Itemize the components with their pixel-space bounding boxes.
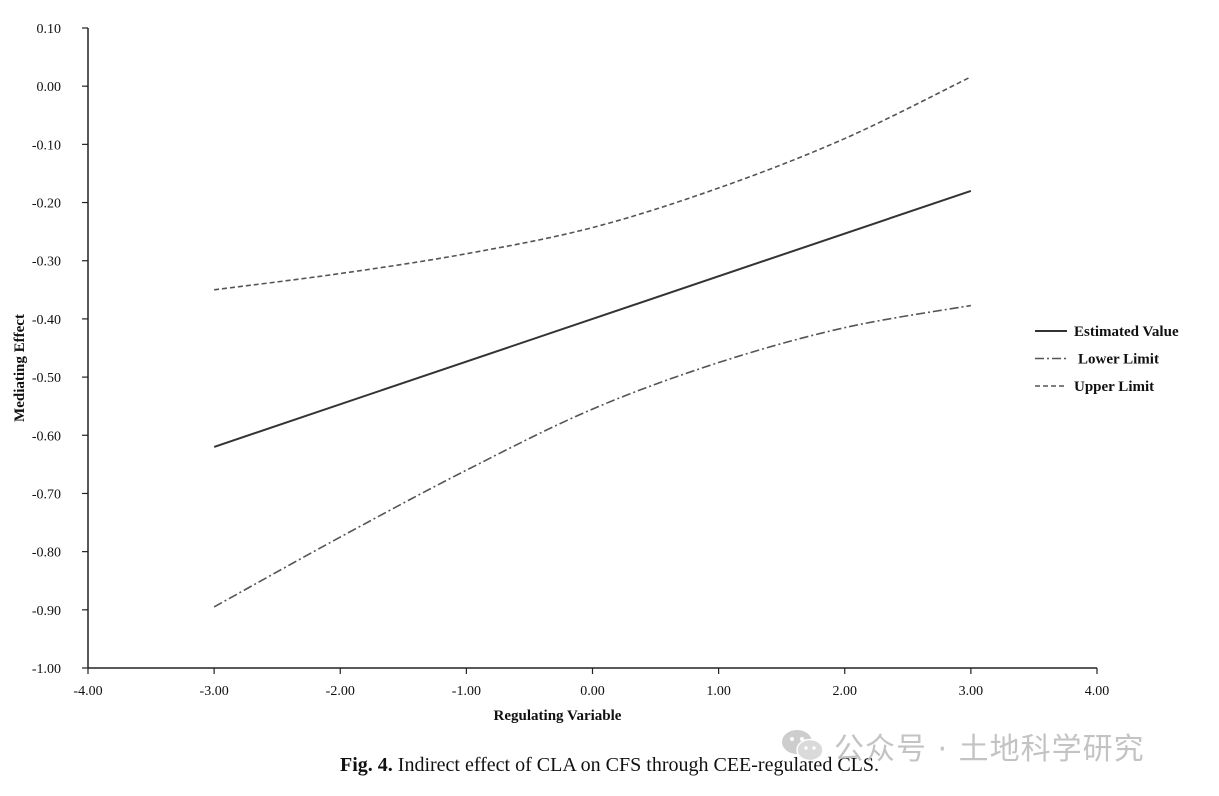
y-tick-label: -0.70	[32, 487, 61, 502]
y-tick-label: -1.00	[32, 662, 61, 677]
figure-caption: Fig. 4. Indirect effect of CLA on CFS th…	[0, 754, 1219, 777]
watermark-text: 公众号 · 土地科学研究	[834, 732, 1145, 767]
series-layer	[213, 76, 972, 608]
series-line-upper-limit	[214, 76, 972, 291]
x-tick-label: 1.00	[706, 684, 731, 699]
legend: Estimated Value Lower Limit Upper Limit	[1035, 324, 1179, 395]
watermark: 公众号 · 土地科学研究	[780, 724, 1145, 768]
x-tick-label: -3.00	[200, 684, 229, 699]
y-tick-label: 0.10	[37, 22, 62, 37]
x-tick-label: 0.00	[580, 684, 605, 699]
series-line-lower-limit	[213, 304, 972, 608]
y-tick-label: -0.90	[32, 604, 61, 619]
x-tick-label: 3.00	[959, 684, 984, 699]
series-line-estimated-value	[213, 189, 972, 448]
y-tick-label: -0.40	[32, 313, 61, 328]
y-tick-label: -0.60	[32, 429, 61, 444]
legend-label: Estimated Value	[1074, 324, 1179, 340]
caption-label: Fig. 4.	[340, 754, 393, 776]
y-tick-label: -0.80	[32, 546, 61, 561]
y-tick-label: -0.10	[32, 138, 61, 153]
x-tick-label: -1.00	[452, 684, 481, 699]
y-tick-label: 0.00	[37, 80, 62, 95]
y-axis-title: Mediating Effect	[12, 314, 28, 422]
y-tick-label: -0.30	[32, 255, 61, 270]
y-tick-label: -0.50	[32, 371, 61, 386]
legend-label: Upper Limit	[1074, 379, 1154, 395]
axes: 0.10 0.00 -0.10 -0.20 -0.30 -0.40 -0.50 -0.60 -0…	[32, 22, 1109, 699]
legend-label: Lower Limit	[1078, 352, 1159, 368]
y-tick-label: -0.20	[32, 197, 61, 212]
x-tick-label: 4.00	[1085, 684, 1110, 699]
caption-text: Indirect effect of CLA on CFS through CE…	[397, 754, 879, 776]
x-tick-label: -4.00	[73, 684, 102, 699]
x-tick-label: -2.00	[326, 684, 355, 699]
wechat-icon	[782, 730, 824, 762]
x-tick-label: 2.00	[833, 684, 858, 699]
x-axis-title: Regulating Variable	[494, 708, 622, 724]
